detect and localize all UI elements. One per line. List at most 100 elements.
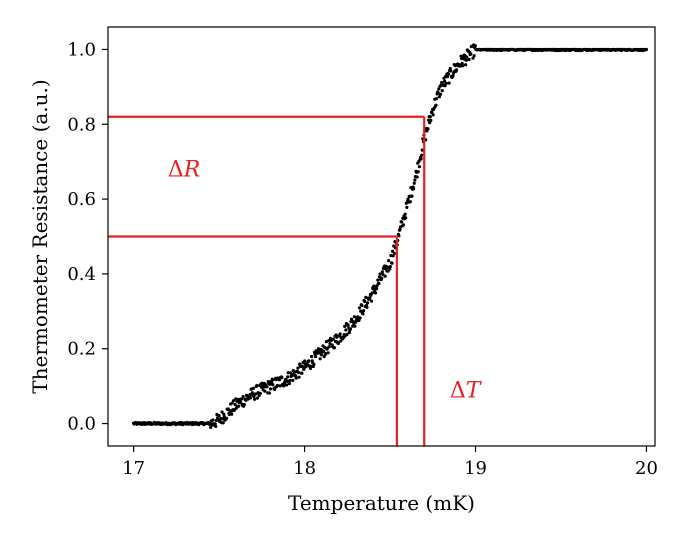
- data-point: [417, 165, 422, 169]
- data-point: [473, 44, 477, 48]
- data-point: [251, 386, 256, 390]
- y-axis-ticks: 0.0 0.2 0.4 0.6 0.8 1.0: [67, 39, 108, 435]
- data-point: [222, 412, 226, 416]
- data-point: [361, 312, 365, 316]
- data-point: [408, 200, 412, 204]
- data-point: [309, 364, 313, 368]
- data-point: [217, 414, 221, 418]
- data-point: [250, 391, 254, 395]
- data-point: [369, 299, 374, 303]
- data-point: [331, 337, 335, 341]
- plot-frame: [107, 26, 656, 447]
- data-point: [297, 375, 301, 379]
- data-point: [387, 258, 391, 263]
- annotation-lines: [108, 115, 426, 446]
- data-point: [294, 376, 298, 380]
- data-point: [263, 389, 267, 393]
- data-point: [265, 385, 269, 389]
- data-point: [318, 350, 322, 354]
- y-tick-label: 0.4: [67, 264, 96, 285]
- data-point: [288, 378, 292, 382]
- data-point: [352, 315, 356, 319]
- data-point: [443, 84, 447, 88]
- data-point: [410, 194, 414, 198]
- data-point: [440, 89, 444, 93]
- data-point: [336, 341, 341, 345]
- data-point: [445, 75, 449, 79]
- data-point: [280, 375, 284, 380]
- data-point: [353, 324, 357, 328]
- x-tick-label: 19: [464, 458, 487, 479]
- delta-t-symbol: Δ: [450, 378, 466, 403]
- data-point: [377, 281, 381, 286]
- data-point: [381, 272, 385, 276]
- data-point: [465, 55, 469, 59]
- data-point: [231, 399, 236, 403]
- delta-t-label: ΔT: [450, 378, 483, 403]
- data-point: [303, 359, 307, 363]
- data-point: [221, 421, 225, 425]
- data-point: [323, 345, 327, 350]
- data-point: [230, 412, 234, 416]
- data-point: [405, 205, 409, 209]
- y-tick-label: 0.0: [67, 414, 96, 435]
- data-point: [437, 95, 441, 99]
- data-point: [271, 383, 275, 387]
- data-point: [365, 305, 369, 309]
- data-point: [447, 81, 451, 85]
- data-point: [438, 92, 443, 96]
- data-point: [220, 410, 224, 414]
- data-point: [286, 371, 290, 375]
- data-point: [252, 397, 257, 401]
- data-point: [326, 351, 330, 355]
- data-point: [211, 418, 215, 422]
- x-axis-title: Temperature (mK): [288, 491, 475, 515]
- delta-r-label: ΔR: [168, 158, 200, 183]
- data-point: [344, 328, 348, 332]
- data-point: [400, 220, 404, 224]
- data-point: [343, 324, 347, 328]
- data-point: [358, 316, 362, 320]
- data-point: [380, 276, 384, 280]
- data-point: [375, 287, 379, 291]
- data-point: [434, 103, 438, 107]
- data-point: [416, 170, 420, 174]
- data-point: [403, 212, 407, 216]
- data-point: [471, 56, 475, 60]
- data-point: [383, 274, 387, 278]
- data-point: [310, 354, 314, 359]
- data-point: [300, 371, 304, 375]
- delta-r-symbol: Δ: [168, 158, 184, 183]
- data-point: [428, 115, 432, 119]
- data-point: [255, 384, 259, 388]
- data-point: [296, 370, 301, 375]
- data-point: [238, 400, 242, 404]
- data-point: [258, 391, 262, 395]
- data-point: [338, 332, 342, 336]
- data-point: [420, 148, 424, 152]
- data-point: [319, 353, 323, 357]
- data-point: [389, 254, 393, 258]
- data-point: [314, 355, 318, 359]
- data-point: [461, 64, 465, 68]
- data-point: [287, 381, 291, 386]
- data-point: [357, 306, 362, 310]
- data-point: [363, 299, 367, 304]
- data-point: [451, 73, 455, 78]
- data-point: [469, 52, 473, 56]
- data-point: [239, 397, 244, 401]
- data-point: [291, 378, 295, 382]
- delta-t-var: T: [466, 378, 483, 403]
- data-point: [365, 301, 370, 305]
- y-tick-label: 0.8: [67, 114, 96, 135]
- data-point: [248, 392, 252, 397]
- data-point: [448, 66, 452, 71]
- data-point: [426, 127, 430, 131]
- data-point: [404, 216, 408, 220]
- data-point: [255, 396, 260, 400]
- data-point: [467, 57, 471, 62]
- y-axis-title: Thermometer Resistance (a.u.): [28, 79, 52, 393]
- data-point: [275, 383, 279, 388]
- data-point: [237, 404, 241, 408]
